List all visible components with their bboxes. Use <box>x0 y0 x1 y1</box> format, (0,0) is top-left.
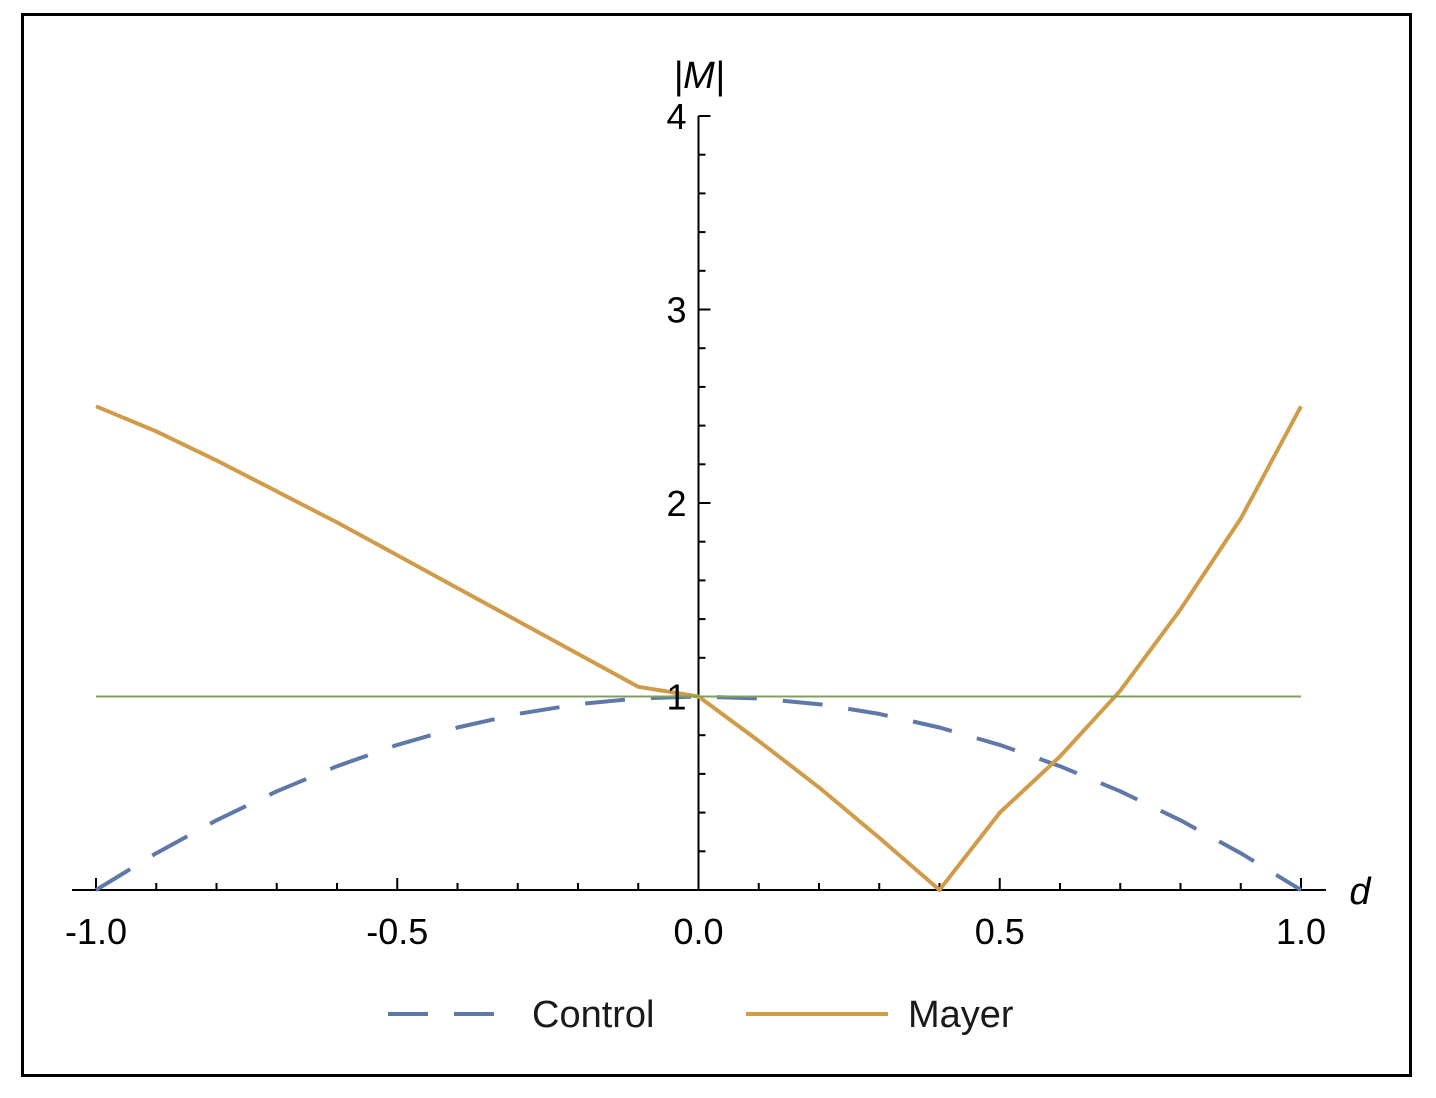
legend: Control Mayer <box>388 994 1014 1036</box>
x-axis-title: d <box>1349 871 1372 913</box>
legend-label-mayer: Mayer <box>908 994 1014 1036</box>
legend-label-control: Control <box>532 994 655 1036</box>
x-tick-label: -1.0 <box>65 911 127 952</box>
y-tick-label: 4 <box>666 96 686 137</box>
series-line-control <box>94 694 1303 892</box>
axes <box>72 115 1326 891</box>
y-tick-label: 1 <box>666 677 686 718</box>
x-tick-label: -0.5 <box>366 911 428 952</box>
x-tick-label: 1.0 <box>1276 911 1326 952</box>
y-tick-label: 3 <box>666 290 686 331</box>
chart-frame <box>21 13 1412 1077</box>
x-tick-label: 0.0 <box>673 911 723 952</box>
series-layer <box>94 404 1303 892</box>
labels: -1.0 -0.5 0.0 0.5 1.0 1 2 3 4 d |M| <box>65 55 1372 952</box>
x-tick-label: 0.5 <box>975 911 1025 952</box>
y-tick-label: 2 <box>666 483 686 524</box>
y-axis-title: |M| <box>673 55 724 97</box>
